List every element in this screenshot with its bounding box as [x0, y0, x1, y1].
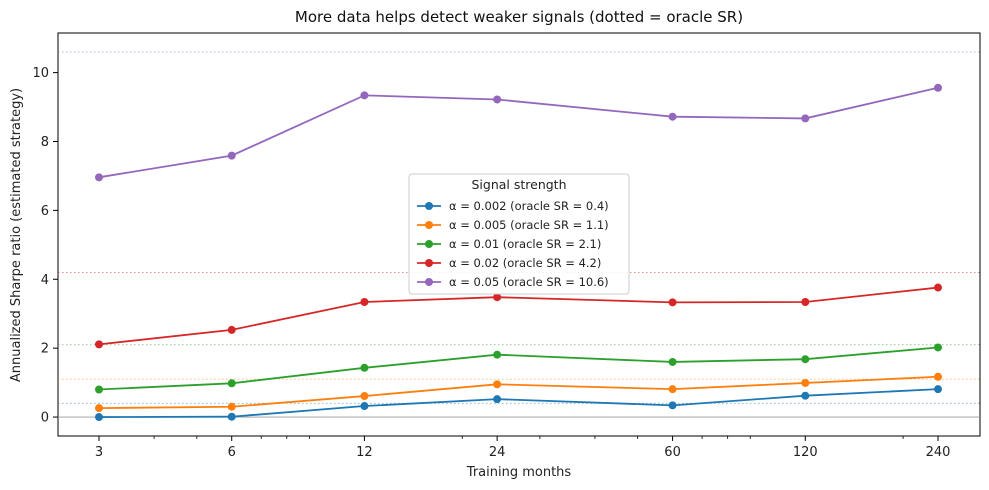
legend-title: Signal strength — [471, 177, 566, 192]
legend-entry-4: α = 0.05 (oracle SR = 10.6) — [449, 275, 609, 289]
y-tick-label: 2 — [41, 342, 49, 357]
legend: Signal strength α = 0.002 (oracle SR = 0.… — [408, 173, 630, 295]
data-point-3-1 — [227, 325, 236, 334]
data-point-1-5 — [801, 378, 810, 387]
data-point-1-0 — [95, 404, 103, 413]
data-point-3-3 — [493, 293, 502, 302]
data-point-3-5 — [801, 298, 810, 307]
data-point-1-6 — [934, 372, 942, 381]
data-point-2-2 — [360, 363, 369, 372]
data-point-4-3 — [493, 95, 502, 104]
data-point-2-6 — [934, 343, 942, 352]
data-point-1-3 — [493, 380, 502, 389]
x-tick-label: 240 — [926, 445, 951, 460]
y-axis-label: Annualized Sharpe ratio (estimated strat… — [9, 88, 24, 382]
data-point-2-1 — [227, 379, 236, 388]
data-point-1-4 — [668, 385, 677, 394]
legend-swatch-marker-1 — [425, 221, 433, 229]
legend-swatch-marker-3 — [425, 259, 433, 267]
legend-swatch-marker-4 — [425, 278, 433, 286]
x-tick-label: 6 — [228, 445, 236, 460]
data-point-0-6 — [934, 385, 942, 394]
data-point-0-5 — [801, 391, 810, 400]
legend-entry-1: α = 0.005 (oracle SR = 1.1) — [449, 218, 609, 232]
data-point-0-1 — [227, 412, 236, 421]
y-tick-label: 4 — [41, 273, 49, 288]
data-point-2-5 — [801, 355, 810, 364]
x-axis-label: Training months — [466, 465, 572, 480]
data-point-4-5 — [801, 114, 810, 123]
x-tick-label: 3 — [95, 445, 103, 460]
x-tick-label: 12 — [356, 445, 373, 460]
series-line-3 — [98, 286, 939, 346]
legend-swatch-marker-0 — [425, 202, 433, 210]
data-point-0-3 — [493, 395, 502, 404]
legend-entry-3: α = 0.02 (oracle SR = 4.2) — [449, 256, 601, 270]
x-tick-label: 120 — [793, 445, 818, 460]
legend-entry-2: α = 0.01 (oracle SR = 2.1) — [449, 237, 601, 251]
data-point-0-0 — [95, 413, 103, 422]
data-point-2-0 — [95, 385, 103, 394]
data-point-3-4 — [668, 298, 677, 307]
series-line-4 — [98, 86, 939, 179]
data-point-1-1 — [227, 402, 236, 411]
legend-box — [408, 173, 630, 295]
legend-swatch-marker-2 — [425, 240, 433, 248]
data-point-2-3 — [493, 350, 502, 359]
data-point-4-4 — [668, 112, 677, 121]
data-point-4-6 — [934, 83, 942, 92]
y-tick-label: 8 — [41, 135, 49, 150]
data-point-4-1 — [227, 151, 236, 160]
plot-frame — [57, 32, 981, 437]
data-point-4-0 — [95, 173, 103, 182]
data-point-2-4 — [668, 357, 677, 366]
y-tick-label: 6 — [41, 204, 49, 219]
x-tick-label: 24 — [489, 445, 506, 460]
data-point-3-0 — [95, 340, 103, 349]
data-point-3-2 — [360, 298, 369, 307]
x-tick-label: 60 — [664, 445, 681, 460]
legend-entry-0: α = 0.002 (oracle SR = 0.4) — [449, 199, 609, 213]
data-point-0-2 — [360, 402, 369, 411]
data-point-0-4 — [668, 401, 677, 410]
y-tick-label: 10 — [32, 66, 49, 81]
data-point-4-2 — [360, 91, 369, 100]
chart-title: More data helps detect weaker signals (d… — [295, 8, 743, 26]
data-point-3-6 — [934, 283, 942, 292]
y-tick-label: 0 — [41, 411, 49, 426]
data-point-1-2 — [360, 392, 369, 401]
